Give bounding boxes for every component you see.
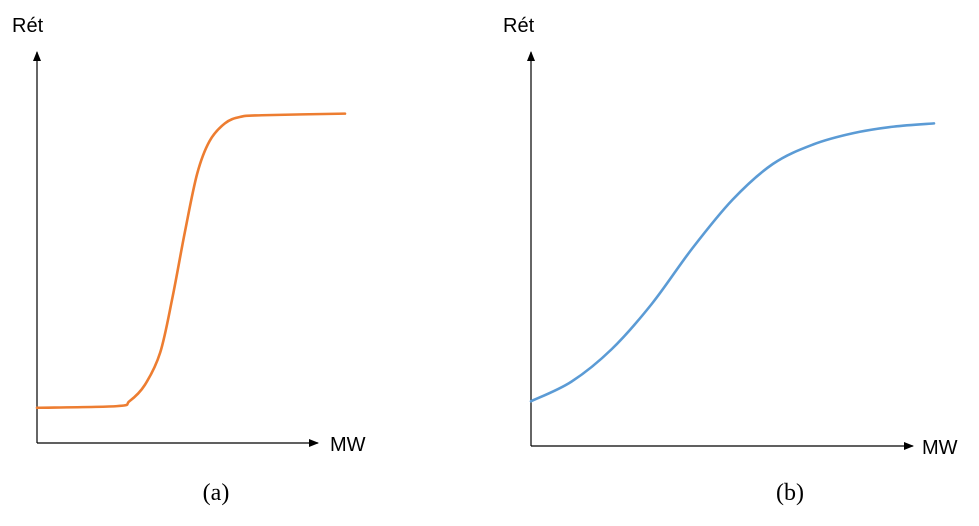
y-axis-label-a: Rét <box>12 15 44 37</box>
caption-b: (b) <box>776 480 804 506</box>
curve-a <box>35 112 347 410</box>
y-axis-label-b: Rét <box>503 15 535 37</box>
panel-a: Rét MW (a) <box>12 15 366 506</box>
caption-a: (a) <box>203 480 230 506</box>
x-axis-label-a: MW <box>330 434 366 456</box>
x-axis-label-b: MW <box>922 437 958 459</box>
panel-b: Rét MW (b) <box>503 15 958 506</box>
curve-b <box>529 122 936 403</box>
